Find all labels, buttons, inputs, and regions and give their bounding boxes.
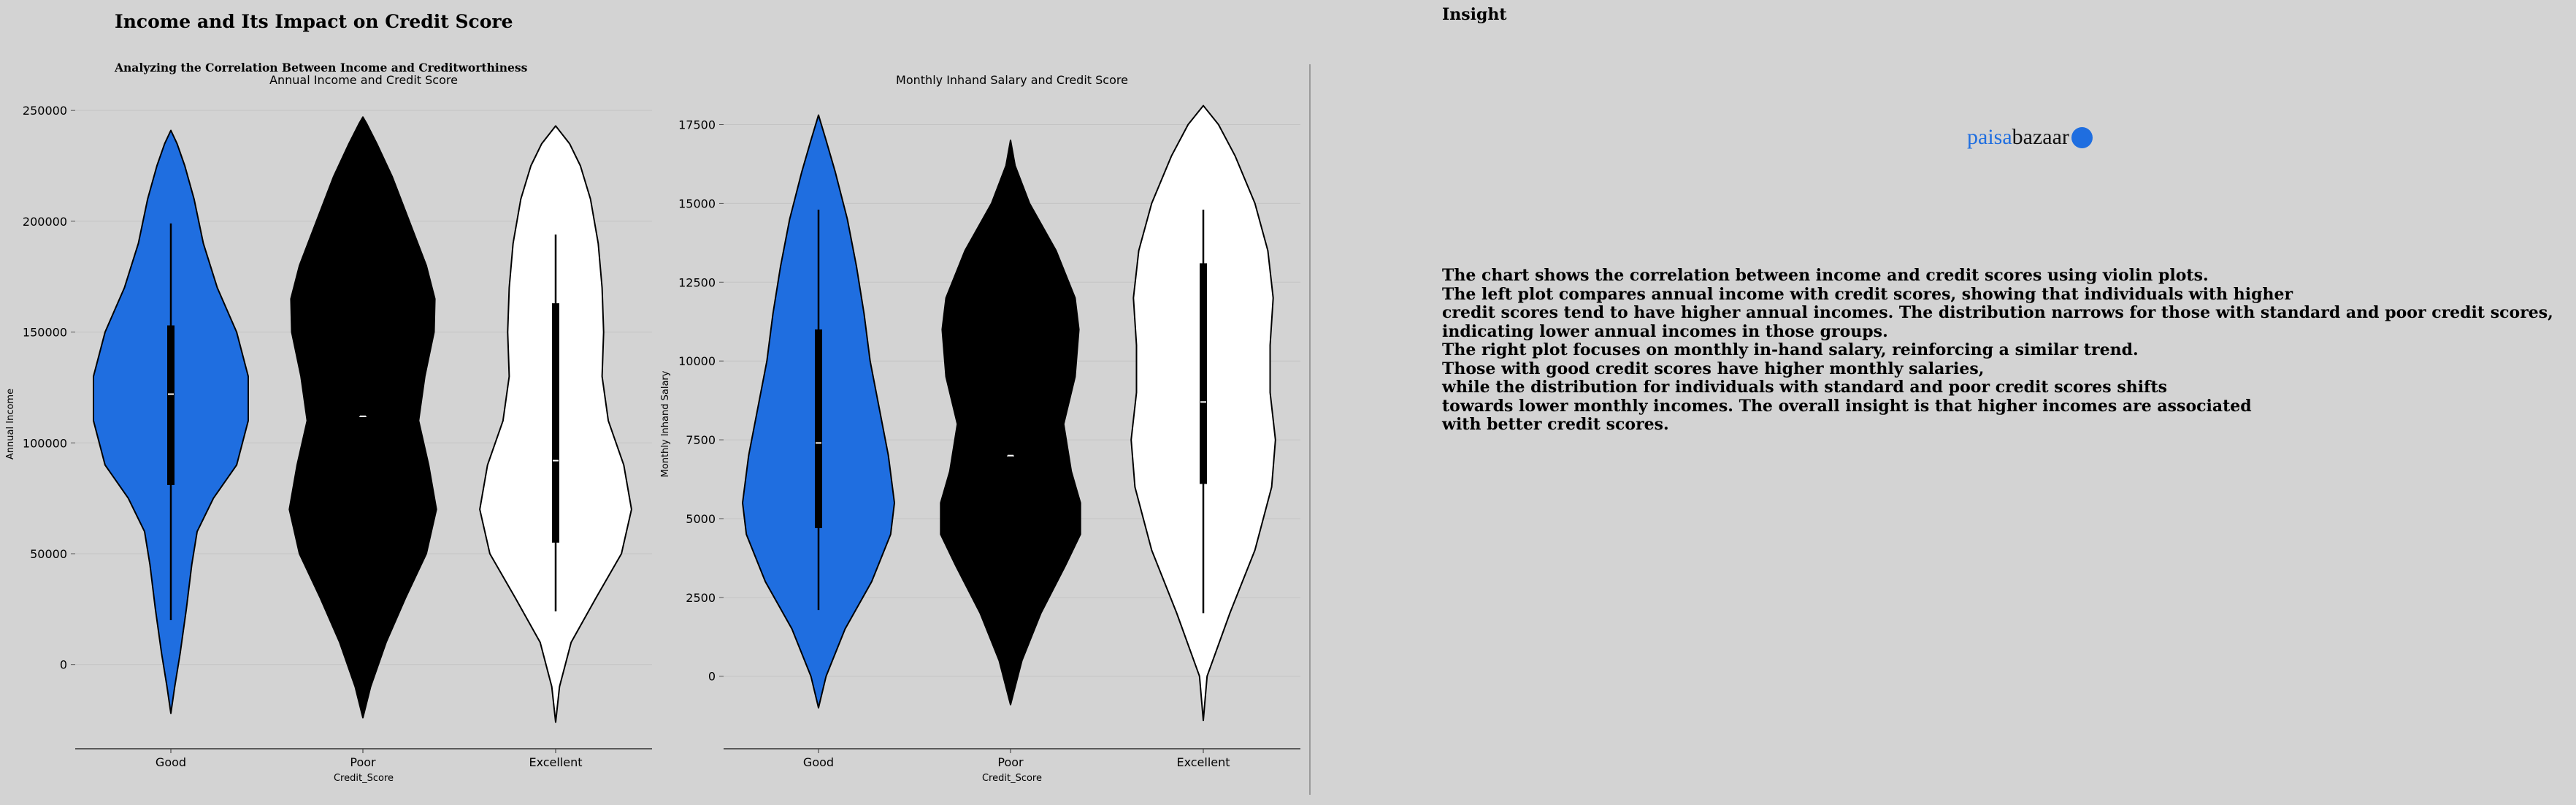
y-tick-label: 0 (708, 670, 716, 684)
y-tick-label: 50000 (30, 547, 67, 561)
insight-line: The left plot compares annual income wit… (1442, 284, 2293, 304)
y-tick-label: 7500 (686, 433, 716, 447)
insight-line: Those with good credit scores have highe… (1442, 359, 1985, 378)
x-tick-label: Poor (350, 755, 376, 769)
insight-line: with better credit scores. (1442, 415, 1669, 434)
y-axis-label: Monthly Inhand Salary (660, 370, 671, 477)
y-tick-label: 100000 (23, 436, 67, 450)
insight-heading: Insight (1442, 5, 1507, 24)
y-tick-label: 150000 (23, 326, 67, 340)
x-tick-label: Good (156, 755, 186, 769)
chart-title: Monthly Inhand Salary and Credit Score (896, 73, 1128, 87)
violin-iqr-box (552, 303, 559, 543)
insight-line: while the distribution for individuals w… (1442, 378, 2168, 397)
insight-paragraph: The chart shows the correlation between … (1442, 266, 2567, 435)
x-axis-label: Credit_Score (982, 773, 1042, 784)
x-tick-label: Poor (997, 755, 1024, 769)
violin-iqr-box (815, 329, 822, 528)
x-tick-label: Good (803, 755, 834, 769)
y-tick-label: 2500 (686, 591, 716, 605)
paisabazaar-badge-icon (2071, 126, 2093, 148)
chart-title: Annual Income and Credit Score (269, 73, 458, 87)
dashboard-title: Income and Its Impact on Credit Score (115, 11, 513, 32)
insight-line: The right plot focuses on monthly in-han… (1442, 340, 2139, 359)
x-tick-label: Excellent (1176, 755, 1230, 769)
logo-text-bazaar: bazaar (2012, 125, 2069, 149)
y-tick-label: 10000 (678, 354, 716, 368)
y-tick-label: 15000 (678, 197, 716, 210)
insight-line: credit scores tend to have higher annual… (1442, 303, 2553, 322)
violin-poor (288, 116, 437, 719)
x-axis-label: Credit_Score (334, 773, 394, 784)
logo-text-paisa: paisa (1967, 125, 2012, 149)
dashboard-subtitle: Analyzing the Correlation Between Income… (114, 61, 528, 75)
y-tick-label: 17500 (678, 118, 716, 132)
violin-poor (940, 140, 1081, 706)
insight-line: indicating lower annual incomes in those… (1442, 321, 1888, 341)
insight-line: towards lower monthly incomes. The overa… (1442, 396, 2252, 416)
y-tick-label: 0 (60, 658, 67, 672)
y-axis-label: Annual Income (5, 389, 16, 459)
violin-iqr-box (1200, 263, 1207, 484)
y-tick-label: 12500 (678, 275, 716, 289)
y-tick-label: 200000 (23, 215, 67, 229)
insight-line: The chart shows the correlation between … (1442, 266, 2209, 285)
y-tick-label: 250000 (23, 104, 67, 118)
paisabazaar-logo: paisa bazaar (1967, 123, 2093, 152)
y-tick-label: 5000 (686, 512, 716, 526)
x-tick-label: Excellent (529, 755, 582, 769)
violin-iqr-box (167, 325, 175, 485)
